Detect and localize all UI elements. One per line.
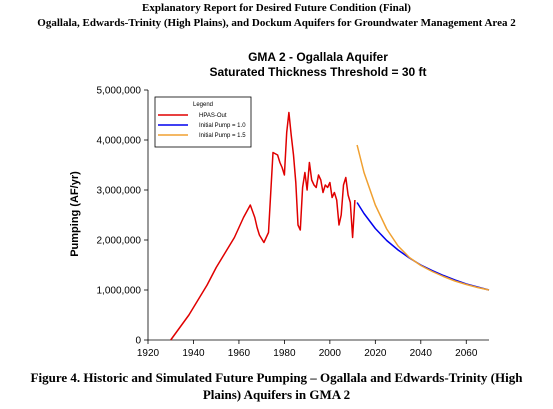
x-tick-label: 1980 bbox=[273, 348, 296, 359]
x-tick-label: 2060 bbox=[455, 348, 478, 359]
x-tick-label: 2000 bbox=[319, 348, 342, 359]
figure-caption-line-2: Plains) Aquifers in GMA 2 bbox=[202, 387, 351, 402]
x-tick-label: 2020 bbox=[364, 348, 387, 359]
legend-label-hpas-out: HPAS-Out bbox=[199, 113, 227, 119]
y-tick-label: 0 bbox=[135, 336, 141, 347]
series-line-initial-pump-1-0 bbox=[356, 202, 490, 291]
figure-caption-line-1: Figure 4. Historic and Simulated Future … bbox=[30, 370, 523, 385]
y-tick-label: 1,000,000 bbox=[97, 286, 142, 297]
x-tick-label: 2040 bbox=[410, 348, 433, 359]
x-tick-label: 1960 bbox=[228, 348, 251, 359]
chart-legend: Legend HPAS-Out Initial Pump = 1.0 Initi… bbox=[154, 96, 252, 148]
y-tick-label: 3,000,000 bbox=[97, 186, 142, 197]
plot-area: 0 1,000,000 2,000,000 3,000,000 4,000,000 5,0… bbox=[97, 86, 490, 359]
chart-title: GMA 2 - Ogallala Aquifer bbox=[248, 50, 388, 64]
x-tick-label: 1920 bbox=[137, 348, 160, 359]
legend-label-initial-pump-1-5: Initial Pump = 1.5 bbox=[199, 133, 246, 139]
report-header-line-2: Ogallala, Edwards-Trinity (High Plains),… bbox=[37, 17, 516, 29]
y-tick-label: 2,000,000 bbox=[97, 236, 142, 247]
legend-box bbox=[154, 96, 252, 148]
y-tick-label: 5,000,000 bbox=[97, 86, 142, 97]
legend-title: Legend bbox=[193, 102, 213, 108]
chart-subtitle: Saturated Thickness Threshold = 30 ft bbox=[209, 65, 426, 79]
series-line-hpas-out bbox=[170, 111, 356, 341]
report-header-line-1: Explanatory Report for Desired Future Co… bbox=[142, 2, 411, 14]
y-axis-label: Pumping (AF/yr) bbox=[69, 171, 81, 257]
x-tick-label: 1940 bbox=[182, 348, 205, 359]
y-tick-label: 4,000,000 bbox=[97, 136, 142, 147]
legend-label-initial-pump-1-0: Initial Pump = 1.0 bbox=[199, 123, 246, 129]
series-line-initial-pump-1-5 bbox=[356, 144, 490, 291]
